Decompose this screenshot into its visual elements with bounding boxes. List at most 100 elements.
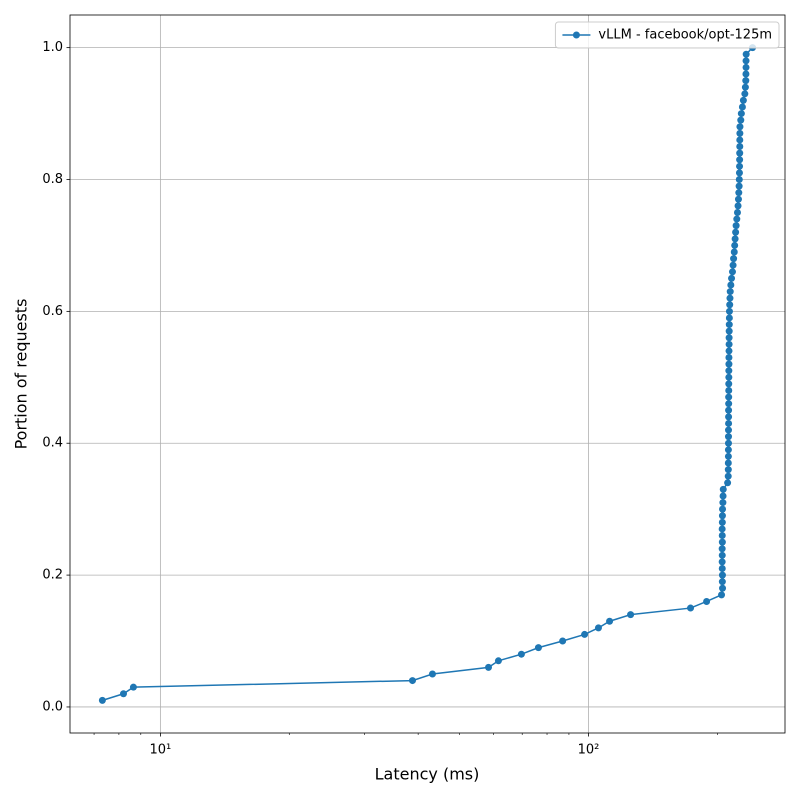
data-point (742, 63, 750, 71)
y-axis-label: Portion of requests (12, 299, 31, 450)
data-point (719, 492, 727, 500)
data-point (724, 466, 732, 474)
data-point (728, 274, 736, 282)
data-point (703, 597, 711, 605)
data-point (725, 354, 733, 362)
y-tick-label: 1.0 (42, 40, 63, 55)
data-point (581, 630, 589, 638)
data-point (725, 419, 733, 427)
data-point (725, 334, 733, 342)
data-point (735, 189, 743, 197)
data-point (737, 110, 745, 118)
data-point (735, 182, 743, 190)
data-point (724, 459, 732, 467)
x-axis-label: Latency (ms) (375, 765, 480, 784)
data-point (725, 307, 733, 315)
data-point (724, 479, 732, 487)
data-point (428, 670, 436, 678)
data-point (739, 96, 747, 104)
data-point (724, 433, 732, 441)
data-point (731, 241, 739, 249)
data-point (494, 657, 502, 665)
legend: vLLM - facebook/opt-125m (554, 21, 780, 49)
data-point (725, 321, 733, 329)
data-point (719, 584, 727, 592)
data-point (725, 367, 733, 375)
data-point (725, 347, 733, 355)
data-point (742, 57, 750, 65)
data-point (725, 327, 733, 335)
data-point (719, 505, 727, 513)
data-point (725, 314, 733, 322)
data-point (627, 611, 635, 619)
data-point (729, 261, 737, 269)
data-point (730, 248, 738, 256)
data-point (559, 637, 567, 645)
data-point (732, 228, 740, 236)
data-point (736, 123, 744, 131)
data-point (724, 446, 732, 454)
data-point (718, 532, 726, 540)
y-tick-label: 0.6 (42, 304, 63, 319)
data-point (718, 525, 726, 533)
data-point (730, 255, 738, 263)
data-point (737, 116, 745, 124)
data-line (102, 47, 754, 702)
legend-box (554, 21, 780, 49)
legend-label: vLLM - facebook/opt-125m (598, 28, 772, 43)
data-point (725, 406, 733, 414)
data-point (736, 162, 744, 170)
data-point (725, 360, 733, 368)
data-point (732, 222, 740, 230)
data-point (119, 690, 127, 698)
data-point (724, 426, 732, 434)
data-point (725, 340, 733, 348)
data-point (738, 103, 746, 111)
data-point (741, 83, 749, 91)
data-point (736, 129, 744, 137)
data-point (485, 663, 493, 671)
data-point (742, 70, 750, 78)
data-point (718, 512, 726, 520)
data-point (98, 696, 106, 704)
data-point (735, 169, 743, 177)
data-point (724, 439, 732, 447)
data-point (408, 677, 416, 685)
x-tick-label: 10² (578, 743, 600, 758)
data-point (129, 683, 137, 691)
y-tick-label: 0.0 (42, 699, 63, 714)
data-point (727, 281, 735, 289)
data-point (742, 50, 750, 58)
data-point (719, 499, 727, 507)
data-point (718, 578, 726, 586)
data-point (736, 156, 744, 164)
plot-frame (69, 14, 786, 734)
data-point (736, 149, 744, 157)
data-point (718, 571, 726, 579)
data-point (724, 452, 732, 460)
data-point (725, 393, 733, 401)
data-point (719, 485, 727, 493)
data-point (742, 77, 750, 85)
data-point (725, 380, 733, 388)
data-point (534, 644, 542, 652)
data-point (735, 176, 743, 184)
data-point (725, 386, 733, 394)
data-point (726, 288, 734, 296)
data-point (726, 301, 734, 309)
data-point (724, 472, 732, 480)
data-point (733, 208, 741, 216)
data-point (687, 604, 695, 612)
data-point (725, 373, 733, 381)
data-point (718, 564, 726, 572)
data-point (728, 268, 736, 276)
data-point (718, 551, 726, 559)
data-point (718, 538, 726, 546)
data-point (517, 650, 525, 658)
data-point (725, 413, 733, 421)
data-point (718, 591, 726, 599)
y-tick-label: 0.4 (42, 436, 63, 451)
data-point (731, 235, 739, 243)
data-point (725, 400, 733, 408)
